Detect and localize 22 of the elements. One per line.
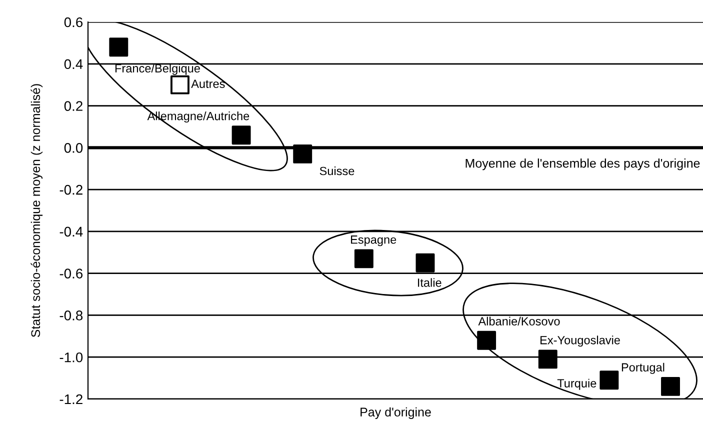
annotation: Albanie/Kosovo — [478, 316, 560, 326]
y-tick-label: -1.2 — [60, 394, 82, 404]
x-axis-title: Pay d'origine — [360, 407, 431, 419]
y-tick-label: -0.8 — [60, 310, 83, 320]
y-tick-label: 0.0 — [64, 143, 83, 153]
annotation: Ex-Yougoslavie — [540, 336, 620, 347]
y-tick-label: 0.4 — [64, 59, 83, 70]
ref-line-label: Moyenne de l'ensemble des pays d'origine — [466, 158, 700, 170]
y-tick-label: -1.0 — [60, 352, 83, 362]
y-tick-label: -0.2 — [60, 184, 82, 195]
annotation: Suisse — [320, 166, 354, 176]
y-tick-label: -0.6 — [60, 268, 83, 279]
annotation: Espagne — [351, 236, 396, 246]
annotation: Autres — [191, 80, 225, 88]
y-tick-label: -0.4 — [60, 226, 83, 237]
annotation: France/Belgique — [115, 64, 200, 75]
y-axis-title: Statut socio-économique moyen (z normalisé) — [30, 84, 43, 338]
y-tick-label: 0.2 — [64, 101, 82, 111]
annotation: Portugal — [622, 362, 664, 374]
annotation: Turquie — [557, 378, 596, 390]
annotation: Italie — [418, 278, 442, 287]
y-tick-label: 0.6 — [64, 17, 83, 28]
